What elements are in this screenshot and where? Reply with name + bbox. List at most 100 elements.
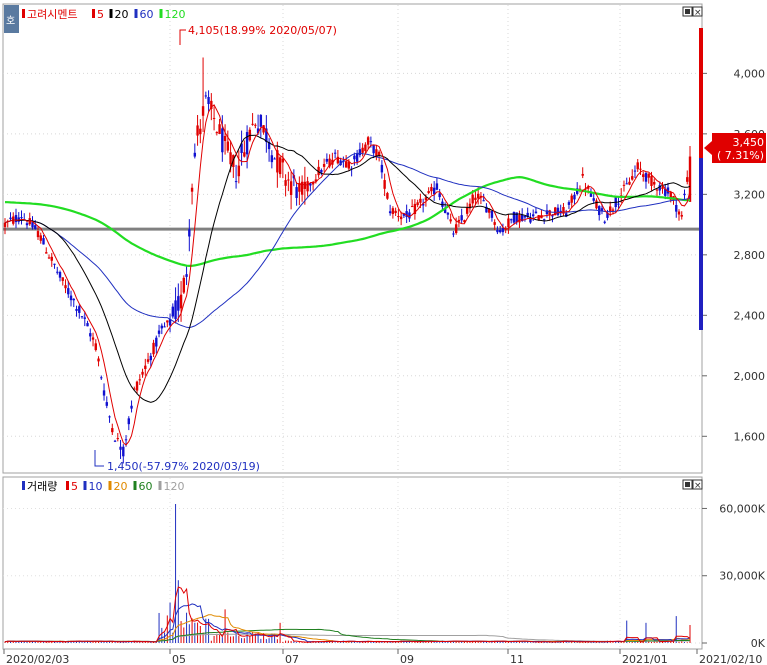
candle-body [289, 181, 293, 195]
candle-body [47, 257, 51, 259]
candle-body [441, 201, 444, 207]
candle-body [430, 187, 433, 192]
candle-body [573, 194, 576, 200]
candle-body [146, 359, 150, 362]
candle-body [457, 219, 461, 222]
candle-body [408, 212, 411, 219]
candle-body [427, 191, 430, 194]
candle-body [554, 207, 557, 216]
candle-body [188, 229, 191, 237]
candle-body [669, 192, 672, 200]
close-icon[interactable] [692, 479, 703, 490]
ma5-line [4, 104, 691, 446]
ma20-line [4, 134, 691, 403]
candle-body [636, 162, 639, 170]
candle-body [67, 288, 70, 295]
date-axis: 2020/02/03 05 07 09 11 2021/01 2021/02/10 [3, 649, 762, 665]
candle-body [465, 207, 469, 214]
candle-body [380, 164, 384, 173]
title-marker-icon [22, 9, 25, 18]
candle-body [507, 218, 510, 228]
volume-marker-icon [22, 481, 25, 490]
candle-body [50, 256, 53, 261]
candle-body [256, 128, 260, 134]
max-annotation-leader [179, 29, 186, 45]
candle-body [278, 157, 282, 175]
ma60-line [4, 152, 691, 329]
candle-body [410, 206, 414, 208]
candle-body [633, 170, 637, 172]
candle-body [443, 209, 447, 213]
candle-body [562, 207, 565, 214]
candle-body [122, 446, 125, 457]
candle-body [501, 228, 505, 233]
date-tick-label: 09 [400, 653, 414, 665]
candle-body [537, 215, 540, 221]
candle-body [58, 272, 62, 278]
candle-body [179, 294, 183, 309]
candle-body [485, 206, 488, 213]
date-tick-label: 07 [285, 653, 299, 665]
candle-body [124, 439, 128, 441]
candle-body [369, 141, 373, 143]
candle-body [606, 212, 609, 218]
candle-body [372, 145, 375, 154]
candle-body [97, 358, 100, 362]
date-tick-label: 2021/01 [622, 653, 668, 665]
candle-body [193, 152, 197, 157]
candle-body [64, 285, 67, 289]
price-tick-label: 2,000 [734, 370, 766, 383]
candle-body [116, 438, 119, 440]
candle-body [254, 124, 257, 126]
candle-body [460, 215, 463, 221]
candle-body [347, 161, 351, 169]
candle-body [617, 203, 620, 205]
legend-marker-icon [92, 9, 95, 18]
candle-body [306, 181, 309, 192]
candle-body [163, 326, 166, 328]
candle-body [344, 161, 348, 168]
current-price-badge [712, 133, 766, 163]
candle-body [298, 182, 301, 192]
close-icon[interactable] [692, 6, 703, 17]
candle-body [454, 224, 458, 234]
candle-body [56, 271, 59, 273]
candle-body [174, 300, 177, 320]
ma120-line [4, 175, 690, 268]
legend-marker-icon [108, 481, 112, 490]
candle-body [520, 214, 524, 222]
volume-title: 거래량 [27, 480, 57, 493]
candle-body [182, 277, 186, 293]
candle-body [259, 114, 263, 127]
range-down-bar [699, 158, 703, 330]
candle-body [416, 202, 419, 206]
candle-body [177, 296, 180, 311]
candle-body [45, 252, 48, 254]
candle-body [339, 160, 342, 166]
candle-body [534, 211, 538, 214]
candle-body [168, 318, 172, 326]
close-icon-glyph: × [694, 8, 702, 18]
volume-tick-label: 0K [751, 637, 766, 650]
candle-body [86, 323, 89, 327]
price-tick-label: 2,800 [734, 249, 766, 262]
candle-body [471, 194, 474, 204]
candle-body [284, 180, 287, 186]
candle-body [589, 193, 593, 197]
candle-body [625, 183, 628, 185]
legend-label: 60 [139, 480, 153, 493]
candle-body [262, 125, 265, 133]
candle-body [666, 187, 670, 194]
candle-body [39, 235, 42, 241]
candle-body [130, 405, 133, 409]
candle-body [639, 168, 642, 170]
legend-label: 5 [97, 8, 104, 21]
legend-label: 120 [164, 480, 185, 493]
chart-settings-icon[interactable] [4, 5, 19, 33]
legend-marker-icon [109, 9, 113, 18]
candle-body [152, 342, 155, 355]
candle-body [611, 209, 615, 211]
candle-body [631, 176, 634, 180]
candle-body [243, 152, 246, 157]
